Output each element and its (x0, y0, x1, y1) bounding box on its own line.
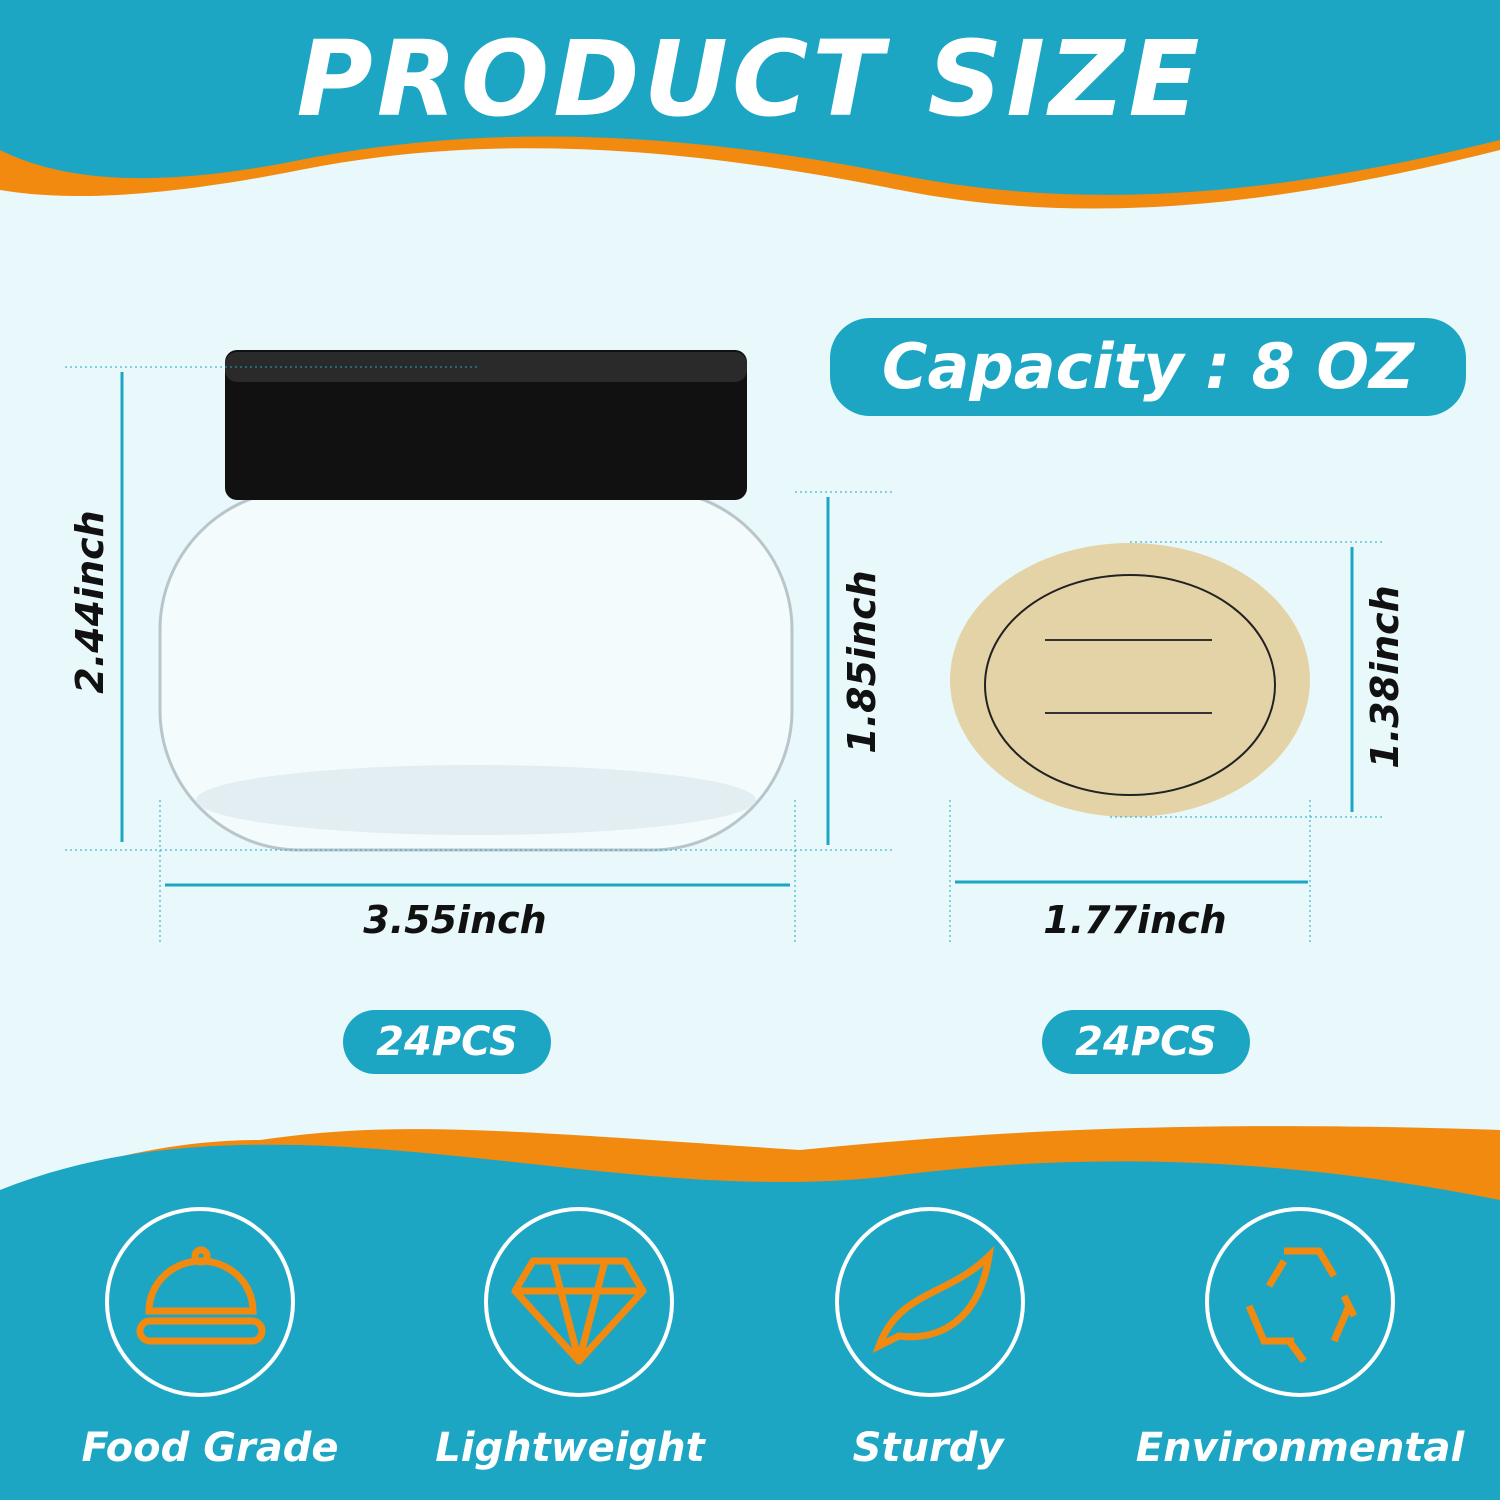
feature-environmental: Environmental (1135, 1425, 1465, 1471)
jar-image (158, 350, 794, 852)
feature-food-grade: Food Grade (81, 1425, 339, 1471)
food-cloche-icon (136, 1246, 266, 1345)
label-sticker-image (950, 543, 1310, 817)
leaf-icon (872, 1245, 995, 1354)
feature-sturdy: Sturdy (852, 1425, 1004, 1471)
environmental-icon-circle (1205, 1207, 1395, 1397)
label-height-label: 1.38inch (1363, 585, 1407, 769)
lightweight-icon-circle (484, 1207, 674, 1397)
recycle-icon (1245, 1247, 1358, 1364)
page-title: PRODUCT SIZE (296, 18, 1204, 140)
capacity-badge: Capacity : 8 OZ (830, 318, 1466, 416)
jar-quantity-badge: 24PCS (343, 1010, 551, 1074)
jar-width-label: 3.55inch (363, 898, 547, 942)
jar-body-height-label: 1.85inch (840, 570, 884, 754)
feature-lightweight: Lightweight (435, 1425, 705, 1471)
jar-height-label: 2.44inch (68, 510, 112, 694)
diamond-icon (511, 1257, 647, 1365)
food-grade-icon-circle (105, 1207, 295, 1397)
label-quantity-badge: 24PCS (1042, 1010, 1250, 1074)
label-width-label: 1.77inch (1043, 898, 1227, 942)
sturdy-icon-circle (835, 1207, 1025, 1397)
